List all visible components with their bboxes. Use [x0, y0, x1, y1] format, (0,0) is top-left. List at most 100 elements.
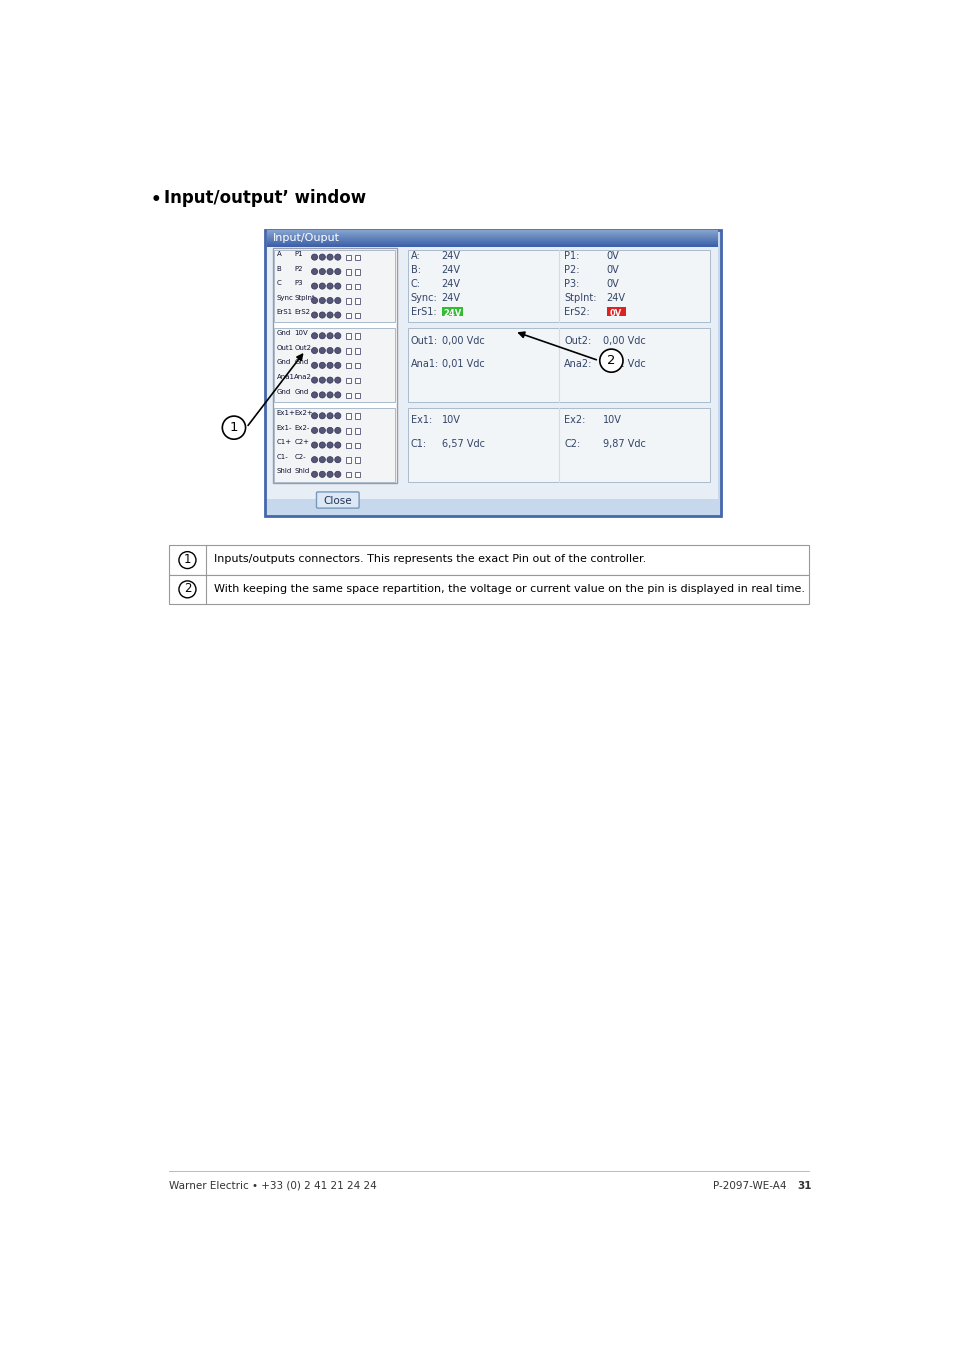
- Text: Warner Electric • +33 (0) 2 41 21 24 24: Warner Electric • +33 (0) 2 41 21 24 24: [169, 1181, 376, 1191]
- Circle shape: [311, 312, 317, 319]
- Circle shape: [319, 297, 325, 304]
- Bar: [407, 328, 709, 402]
- Text: Ex1+: Ex1+: [276, 410, 295, 416]
- Text: A: A: [276, 251, 281, 258]
- Bar: [355, 333, 360, 339]
- Text: Out1:: Out1:: [410, 336, 437, 346]
- Text: 1: 1: [184, 554, 191, 566]
- Bar: [345, 298, 351, 304]
- Circle shape: [327, 428, 333, 433]
- Bar: [345, 378, 351, 383]
- Text: 10V: 10V: [441, 414, 460, 424]
- Text: ErS1: ErS1: [276, 309, 293, 315]
- Text: 0,00 Vdc: 0,00 Vdc: [441, 336, 484, 346]
- Circle shape: [327, 377, 333, 383]
- Text: P1: P1: [294, 251, 303, 258]
- Circle shape: [335, 332, 340, 339]
- Circle shape: [319, 413, 325, 418]
- Circle shape: [335, 456, 340, 463]
- Bar: [345, 284, 351, 289]
- Text: C1-: C1-: [276, 454, 288, 460]
- Circle shape: [319, 392, 325, 398]
- Text: 24V: 24V: [441, 265, 460, 275]
- Text: 10V: 10V: [294, 329, 308, 336]
- Text: C: C: [276, 281, 281, 286]
- Circle shape: [599, 350, 622, 373]
- Text: 24V: 24V: [441, 251, 460, 262]
- Circle shape: [327, 312, 333, 319]
- Bar: [267, 232, 718, 500]
- Bar: [274, 409, 395, 482]
- Bar: [345, 348, 351, 354]
- Text: Ex2:: Ex2:: [563, 414, 585, 424]
- Circle shape: [311, 377, 317, 383]
- Text: 2: 2: [606, 354, 615, 367]
- Bar: [345, 313, 351, 319]
- Text: P-2097-WE-A4: P-2097-WE-A4: [713, 1181, 797, 1191]
- Circle shape: [327, 362, 333, 369]
- Text: Ex2+: Ex2+: [294, 410, 313, 416]
- Circle shape: [327, 284, 333, 289]
- Text: 24V: 24V: [441, 279, 460, 289]
- Circle shape: [327, 441, 333, 448]
- Circle shape: [327, 392, 333, 398]
- Text: Ex1:: Ex1:: [410, 414, 432, 424]
- Text: 10V: 10V: [602, 414, 621, 424]
- Text: P1:: P1:: [563, 251, 578, 262]
- Circle shape: [327, 456, 333, 463]
- Bar: [355, 458, 360, 463]
- Bar: [407, 409, 709, 482]
- Text: C:: C:: [410, 279, 420, 289]
- Text: 24V: 24V: [441, 293, 460, 302]
- Text: 24V: 24V: [443, 309, 461, 319]
- Text: Shld: Shld: [276, 468, 292, 474]
- Bar: [355, 348, 360, 354]
- Circle shape: [311, 284, 317, 289]
- Circle shape: [311, 471, 317, 478]
- Text: P2: P2: [294, 266, 303, 271]
- Text: Out1: Out1: [276, 344, 294, 351]
- Circle shape: [327, 413, 333, 418]
- Circle shape: [311, 441, 317, 448]
- Bar: [169, 575, 808, 603]
- Circle shape: [311, 456, 317, 463]
- Bar: [355, 378, 360, 383]
- Circle shape: [319, 284, 325, 289]
- Circle shape: [327, 471, 333, 478]
- Circle shape: [179, 552, 195, 568]
- Circle shape: [335, 471, 340, 478]
- Bar: [273, 248, 396, 483]
- Circle shape: [335, 428, 340, 433]
- Bar: [345, 472, 351, 478]
- Text: Gnd: Gnd: [276, 359, 291, 366]
- Text: C2+: C2+: [294, 439, 309, 446]
- Text: Ana2: Ana2: [294, 374, 312, 381]
- Circle shape: [319, 441, 325, 448]
- Circle shape: [327, 297, 333, 304]
- Text: Out2: Out2: [294, 344, 311, 351]
- Circle shape: [311, 254, 317, 261]
- Circle shape: [327, 332, 333, 339]
- Circle shape: [179, 580, 195, 598]
- Text: Sync: Sync: [276, 294, 294, 301]
- Circle shape: [222, 416, 245, 439]
- Text: Input/Ouput: Input/Ouput: [273, 232, 339, 243]
- Circle shape: [319, 377, 325, 383]
- Circle shape: [319, 471, 325, 478]
- Circle shape: [335, 413, 340, 418]
- Circle shape: [335, 347, 340, 354]
- Text: P3: P3: [294, 281, 303, 286]
- Text: ErS2: ErS2: [294, 309, 310, 315]
- Bar: [274, 328, 395, 402]
- Text: B: B: [276, 266, 281, 271]
- Text: ErS2:: ErS2:: [563, 306, 589, 317]
- Circle shape: [311, 297, 317, 304]
- Text: C1+: C1+: [276, 439, 292, 446]
- Text: Gnd: Gnd: [276, 329, 291, 336]
- Text: StpInt: StpInt: [294, 294, 314, 301]
- Circle shape: [327, 269, 333, 274]
- Text: P2:: P2:: [563, 265, 579, 275]
- Circle shape: [335, 254, 340, 261]
- Text: 9,87 Vdc: 9,87 Vdc: [602, 439, 645, 450]
- Text: C2-: C2-: [294, 454, 306, 460]
